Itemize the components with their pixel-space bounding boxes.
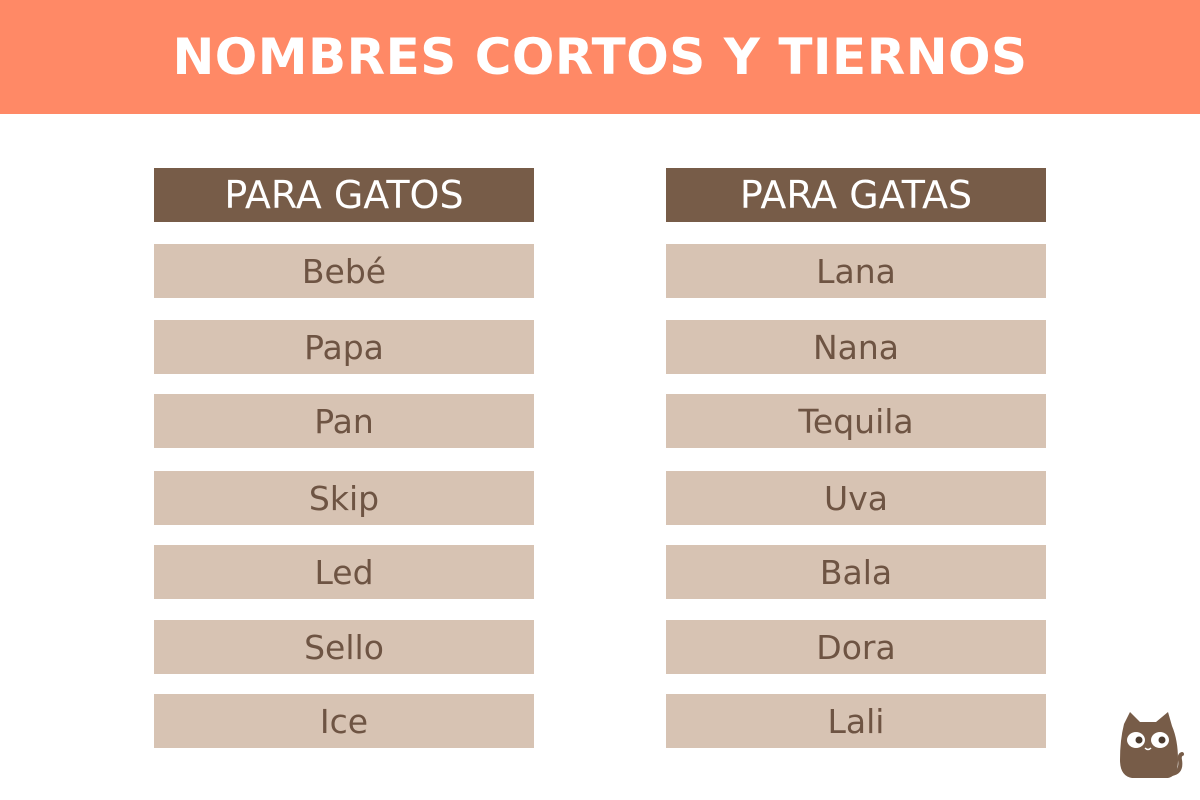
name-row: Papa — [154, 320, 534, 374]
page-title: NOMBRES CORTOS Y TIERNOS — [172, 28, 1028, 86]
title-banner: NOMBRES CORTOS Y TIERNOS — [0, 0, 1200, 114]
name-row: Uva — [666, 471, 1046, 525]
column-header: PARA GATAS — [666, 168, 1046, 222]
name-row: Bala — [666, 545, 1046, 599]
column-gatos: PARA GATOS Bebé Papa Pan Skip Led Sello Ice — [154, 168, 534, 748]
name-row: Bebé — [154, 244, 534, 298]
name-row: Tequila — [666, 394, 1046, 448]
column-header: PARA GATOS — [154, 168, 534, 222]
name-row: Lana — [666, 244, 1046, 298]
name-row: Skip — [154, 471, 534, 525]
name-row: Sello — [154, 620, 534, 674]
name-row: Lali — [666, 694, 1046, 748]
cat-icon — [1120, 712, 1184, 778]
name-row: Led — [154, 545, 534, 599]
column-gatas: PARA GATAS Lana Nana Tequila Uva Bala Dora Lal… — [666, 168, 1046, 748]
name-row: Ice — [154, 694, 534, 748]
name-row: Dora — [666, 620, 1046, 674]
name-row: Pan — [154, 394, 534, 448]
name-row: Nana — [666, 320, 1046, 374]
